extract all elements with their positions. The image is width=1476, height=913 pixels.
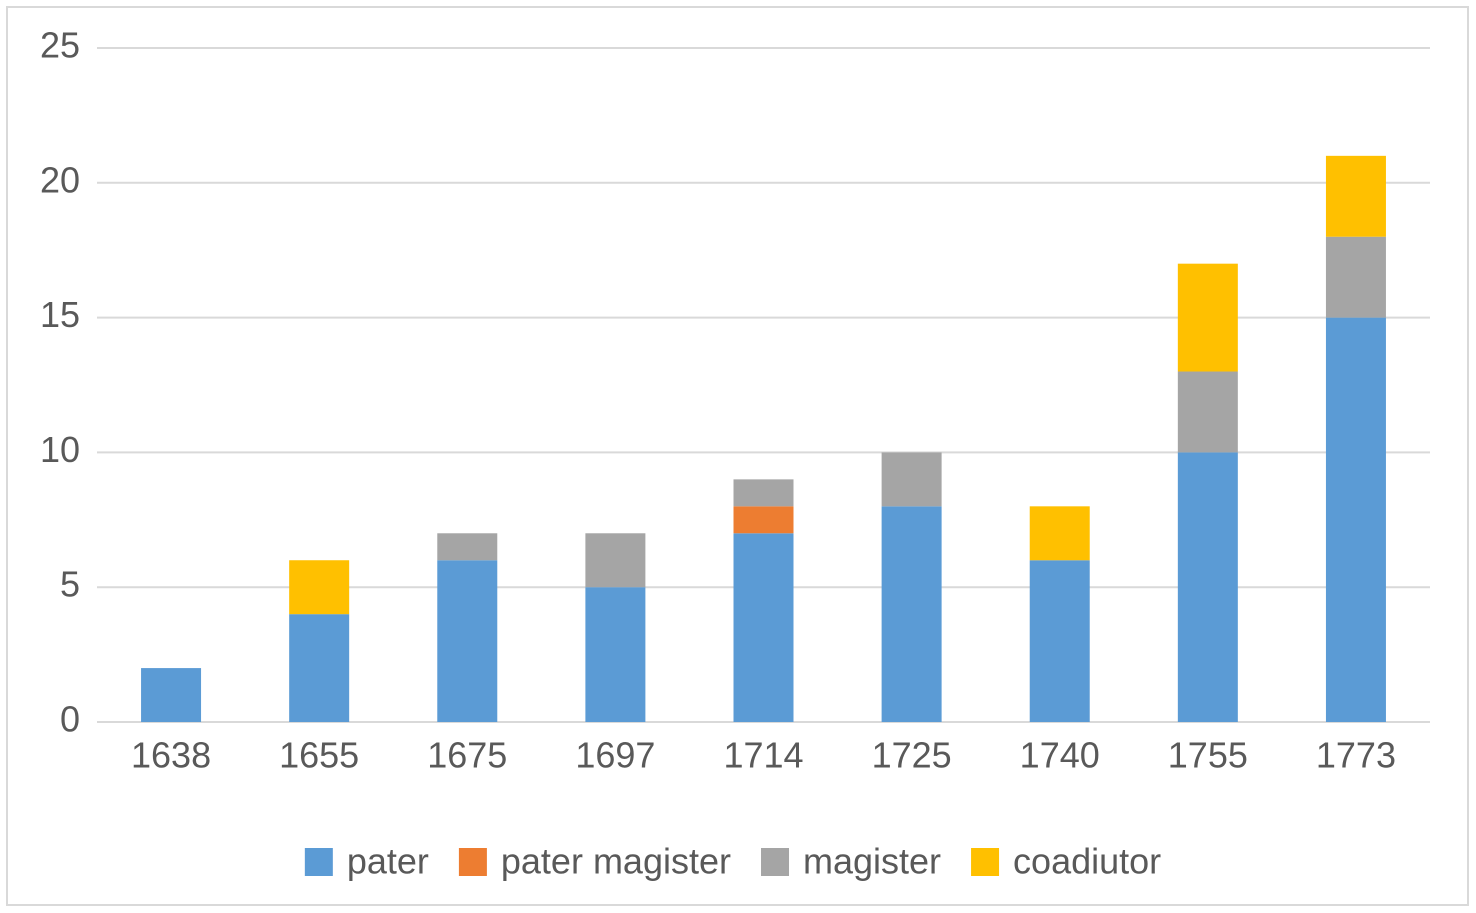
x-tick-label: 1725	[872, 735, 952, 776]
y-tick-label: 20	[40, 159, 80, 200]
legend-swatch	[761, 848, 790, 876]
legend-label: magister	[803, 841, 941, 882]
bar-segment	[289, 560, 350, 615]
x-tick-label: 1773	[1316, 735, 1396, 776]
bar-segment	[141, 668, 202, 722]
x-tick-label: 1740	[1020, 735, 1100, 776]
bar-segment	[1325, 236, 1386, 318]
x-tick-label: 1755	[1168, 735, 1248, 776]
bar-segment	[437, 533, 498, 561]
bar-segment	[1177, 452, 1238, 722]
bar-segment	[437, 560, 498, 722]
bar-segment	[881, 506, 942, 722]
bar-segment	[1029, 506, 1090, 561]
y-tick-label: 25	[40, 25, 80, 66]
x-tick-label: 1714	[723, 735, 803, 776]
legend-label: pater	[347, 841, 429, 882]
y-tick-label: 5	[60, 564, 80, 605]
y-tick-label: 10	[40, 429, 80, 470]
bar-segment	[1325, 317, 1386, 722]
legend-swatch	[458, 848, 487, 876]
bar-segment	[1029, 560, 1090, 722]
x-tick-label: 1638	[131, 735, 211, 776]
legend-swatch	[971, 848, 1000, 876]
x-tick-label: 1675	[427, 735, 507, 776]
y-tick-label: 15	[40, 294, 80, 335]
bar-segment	[585, 533, 646, 588]
x-tick-label: 1697	[575, 735, 655, 776]
legend-swatch	[304, 848, 333, 876]
bar-segment	[733, 506, 794, 534]
y-tick-label: 0	[60, 699, 80, 740]
bar-segment	[881, 452, 942, 507]
legend-label: coadiutor	[1013, 841, 1161, 882]
bar-segment	[733, 533, 794, 722]
bar-segment	[585, 587, 646, 722]
bar-segment	[733, 479, 794, 507]
bar-segment	[289, 614, 350, 722]
x-tick-label: 1655	[279, 735, 359, 776]
bar-segment	[1177, 263, 1238, 372]
bar-segment	[1325, 155, 1386, 237]
bar-segment	[1177, 371, 1238, 453]
legend-label: pater magister	[501, 841, 731, 882]
